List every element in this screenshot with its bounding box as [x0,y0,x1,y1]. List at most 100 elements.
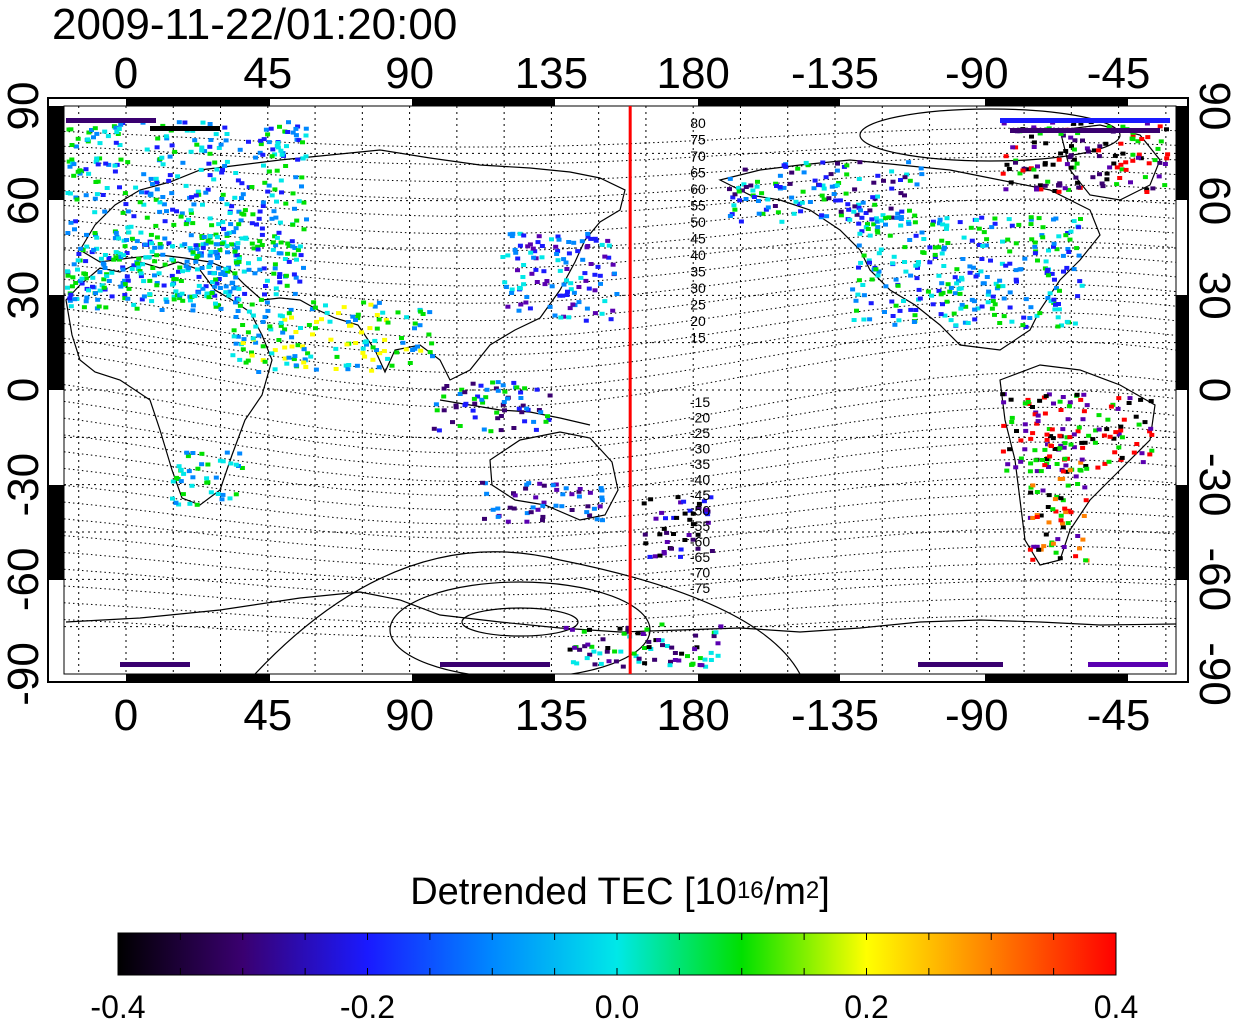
tec-pixel [1071,445,1077,450]
tec-pixel [1090,437,1096,442]
colorbar-tick-label: -0.4 [90,989,145,1024]
tec-pixel [163,297,169,302]
tec-pixel [640,632,646,636]
tec-pixel [184,450,190,455]
tec-pixel [249,302,255,307]
tec-pixel [907,208,912,213]
tec-pixel [1081,392,1087,397]
tec-pixel [189,294,195,299]
tec-pixel [1037,398,1043,403]
tec-pixel [462,390,468,395]
tec-pixel [283,164,289,168]
tec-pixel [886,215,892,220]
tec-pixel [895,283,901,288]
tec-pixel [1126,401,1132,405]
tec-pixel [958,306,964,311]
tec-pixel [557,268,563,273]
tec-pixel [514,385,520,390]
tec-pixel [278,323,284,328]
tec-pixel [256,216,262,221]
tec-pixel [490,380,496,385]
tec-pixel [631,651,637,656]
tec-pixel [212,160,218,165]
tec-pixel [984,237,990,242]
tec-pixel [167,154,173,159]
tec-pixel [208,260,214,265]
tec-pixel [233,171,239,175]
tec-pixel [282,345,288,350]
tec-pixel [1032,412,1038,417]
tec-pixel [1040,458,1045,462]
tec-pixel [997,321,1003,325]
tec-pixel [1013,465,1019,470]
tec-pixel [898,217,904,221]
tec-pixel [737,198,743,203]
tec-pixel [851,209,857,214]
tec-pixel [821,197,827,202]
tec-pixel [906,160,912,165]
tec-pixel [736,189,742,194]
tec-pixel [1144,121,1150,126]
tec-pixel [215,303,221,308]
tec-pixel [568,281,574,286]
tec-pixel [1085,149,1091,154]
contour-label: 15 [690,330,706,346]
tec-pixel [385,320,391,325]
tec-pixel [233,341,239,346]
tec-pixel [293,275,299,280]
tec-pixel [554,487,560,492]
tec-pixel [208,490,214,495]
tec-pixel [286,259,292,264]
tec-pixel [164,136,170,141]
tec-pixel [293,363,299,368]
tec-pixel [524,406,530,411]
tec-pixel [941,264,947,268]
magnetic-contour [64,597,1176,624]
tec-pixel [83,167,89,172]
tec-pixel [708,650,714,655]
tec-pixel [861,293,867,298]
tec-pixel [1003,263,1009,268]
tec-pixel [65,191,71,195]
tec-pixel [495,380,501,385]
tec-pixel [553,482,559,487]
tec-pixel [1139,451,1145,456]
tec-pixel [118,255,124,260]
tec-pixel [599,495,605,500]
tec-pixel [327,319,333,324]
tec-pixel [263,127,269,132]
tec-pixel [249,353,255,358]
tec-pixel [86,288,91,293]
tec-pixel [510,231,516,236]
tec-pixel [116,257,122,262]
tec-pixel [210,280,216,284]
tec-pixel [137,200,143,205]
tec-pixel [220,220,226,225]
tec-pixel [1136,155,1141,160]
tec-pixel [852,204,858,209]
tec-pixel [838,209,844,214]
tec-pixel [891,254,897,259]
tec-pixel [418,309,424,314]
tec-pixel [505,304,511,309]
tec-pixel [1069,144,1074,149]
tec-pixel [118,157,124,162]
tec-pixel [1053,302,1058,307]
tec-pixel [592,662,598,667]
tec-pixel [992,302,998,307]
tec-pixel [1032,240,1038,245]
tec-pixel [600,637,606,642]
tec-pixel [854,212,860,217]
tec-pixel [1065,483,1071,488]
tec-pixel [570,302,576,307]
tec-pixel [898,223,904,228]
tec-pixel [1096,148,1102,153]
tec-pixel [539,244,545,248]
tec-pixel [1049,427,1055,432]
tec-pixel [221,226,227,231]
tec-pixel [541,500,547,505]
tec-pixel [918,662,1003,667]
tec-pixel [196,290,202,295]
tec-pixel [292,354,298,359]
tec-pixel [1058,496,1064,501]
